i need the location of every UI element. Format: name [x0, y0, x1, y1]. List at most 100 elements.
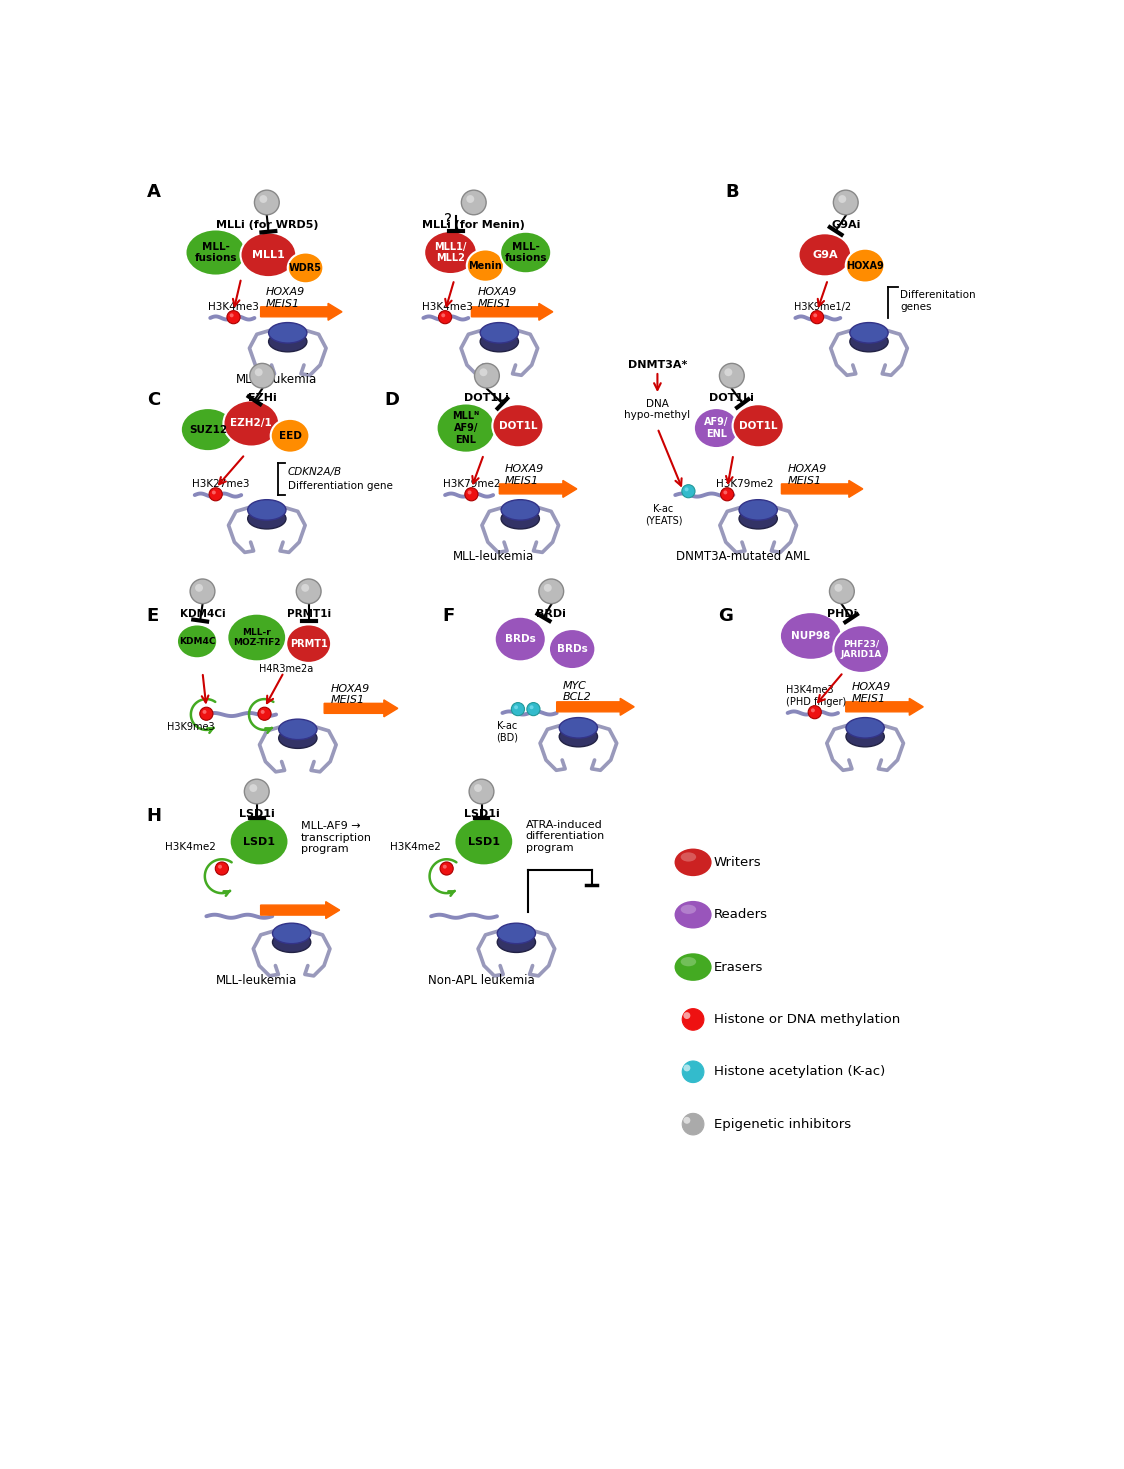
Circle shape	[200, 707, 212, 720]
Text: EZHi: EZHi	[247, 394, 277, 404]
Ellipse shape	[279, 729, 317, 748]
Circle shape	[720, 488, 734, 501]
Circle shape	[839, 195, 846, 203]
Text: MLL-leukemia: MLL-leukemia	[216, 974, 298, 987]
Circle shape	[244, 779, 269, 804]
Text: G: G	[718, 607, 733, 624]
Circle shape	[227, 310, 241, 323]
Circle shape	[683, 1012, 690, 1019]
Circle shape	[439, 862, 453, 876]
Circle shape	[810, 708, 815, 712]
Text: Epigenetic inhibitors: Epigenetic inhibitors	[714, 1118, 851, 1131]
Ellipse shape	[681, 852, 696, 862]
Circle shape	[465, 488, 478, 501]
Text: MLL-
fusions: MLL- fusions	[194, 242, 237, 263]
Ellipse shape	[436, 404, 496, 452]
Text: ATRA-induced
differentiation
program: ATRA-induced differentiation program	[526, 820, 605, 853]
Text: B: B	[726, 184, 740, 201]
Ellipse shape	[850, 332, 888, 353]
Circle shape	[261, 710, 264, 714]
Ellipse shape	[500, 232, 551, 273]
Ellipse shape	[501, 499, 540, 520]
Text: F: F	[443, 607, 455, 624]
Text: Writers: Writers	[714, 856, 762, 868]
FancyArrow shape	[556, 698, 634, 715]
Ellipse shape	[850, 323, 888, 344]
Text: HOXA9
MEIS1: HOXA9 MEIS1	[788, 464, 827, 486]
Ellipse shape	[480, 323, 518, 344]
Text: BRDs: BRDs	[505, 635, 536, 643]
Text: C: C	[147, 391, 160, 408]
Circle shape	[834, 583, 842, 592]
Text: AF9/
ENL: AF9/ ENL	[704, 417, 728, 439]
Circle shape	[685, 488, 689, 491]
Circle shape	[474, 363, 499, 388]
Ellipse shape	[673, 900, 713, 930]
Circle shape	[724, 369, 733, 376]
Ellipse shape	[845, 248, 885, 282]
Circle shape	[442, 313, 445, 317]
Circle shape	[216, 862, 228, 876]
Text: K-ac
(BD): K-ac (BD)	[496, 721, 518, 742]
FancyArrow shape	[781, 480, 863, 498]
Text: H3K79me2: H3K79me2	[443, 479, 500, 489]
Ellipse shape	[497, 923, 535, 943]
FancyArrow shape	[499, 480, 577, 498]
Text: PRMT1i: PRMT1i	[287, 610, 330, 618]
Text: G9A: G9A	[812, 250, 837, 260]
Text: HOXA9
MEIS1: HOXA9 MEIS1	[852, 682, 891, 704]
Text: D: D	[384, 391, 400, 408]
Ellipse shape	[454, 818, 514, 865]
Text: DNA
hypo-methyl: DNA hypo-methyl	[624, 398, 690, 420]
Ellipse shape	[269, 332, 307, 353]
Text: MYC
BCL2: MYC BCL2	[563, 680, 591, 702]
Text: LSD1i: LSD1i	[463, 809, 499, 820]
Text: MLL-r
MOZ-TIF2: MLL-r MOZ-TIF2	[233, 627, 281, 648]
Text: BRDs: BRDs	[556, 643, 588, 654]
Ellipse shape	[287, 624, 332, 663]
Ellipse shape	[740, 499, 778, 520]
Ellipse shape	[269, 323, 307, 344]
Text: MLL-AF9 →
transcription
program: MLL-AF9 → transcription program	[301, 821, 372, 855]
Text: MLL1/
MLL2: MLL1/ MLL2	[434, 242, 466, 263]
Ellipse shape	[227, 614, 287, 661]
Circle shape	[209, 488, 223, 501]
Text: K-ac
(YEATS): K-ac (YEATS)	[645, 504, 682, 526]
Circle shape	[211, 491, 216, 495]
Circle shape	[514, 705, 518, 710]
Circle shape	[682, 1061, 704, 1083]
Text: Differenitation
genes: Differenitation genes	[900, 291, 976, 311]
Ellipse shape	[673, 848, 713, 877]
Text: H: H	[147, 806, 162, 826]
Circle shape	[250, 784, 257, 792]
Text: Histone acetylation (K-ac): Histone acetylation (K-ac)	[714, 1065, 886, 1078]
Ellipse shape	[279, 720, 317, 739]
Circle shape	[461, 190, 487, 214]
Circle shape	[468, 491, 472, 495]
Ellipse shape	[492, 404, 544, 448]
Text: LSD1: LSD1	[468, 836, 500, 846]
Ellipse shape	[247, 508, 285, 529]
Ellipse shape	[846, 717, 885, 737]
Ellipse shape	[497, 931, 535, 952]
Text: CDKN2A/B: CDKN2A/B	[288, 467, 342, 477]
Text: BRDi: BRDi	[536, 610, 566, 618]
Text: H3K9me1/2: H3K9me1/2	[794, 301, 851, 311]
Ellipse shape	[271, 419, 309, 452]
FancyArrow shape	[471, 303, 553, 320]
Circle shape	[480, 369, 488, 376]
Ellipse shape	[247, 499, 285, 520]
Text: MLLi (for Menin): MLLi (for Menin)	[423, 220, 525, 231]
Text: ?: ?	[444, 213, 452, 228]
Text: EED: EED	[279, 430, 301, 441]
Text: LSD1: LSD1	[243, 836, 275, 846]
Ellipse shape	[241, 232, 297, 278]
Circle shape	[443, 865, 446, 868]
Ellipse shape	[288, 253, 324, 284]
Text: HOXA9
MEIS1: HOXA9 MEIS1	[330, 683, 370, 705]
Text: H3K79me2: H3K79me2	[716, 479, 773, 489]
Circle shape	[257, 707, 271, 720]
Text: Non-APL leukemia: Non-APL leukemia	[428, 974, 535, 987]
Text: DNMT3A-mutated AML: DNMT3A-mutated AML	[676, 551, 809, 564]
Circle shape	[260, 195, 268, 203]
